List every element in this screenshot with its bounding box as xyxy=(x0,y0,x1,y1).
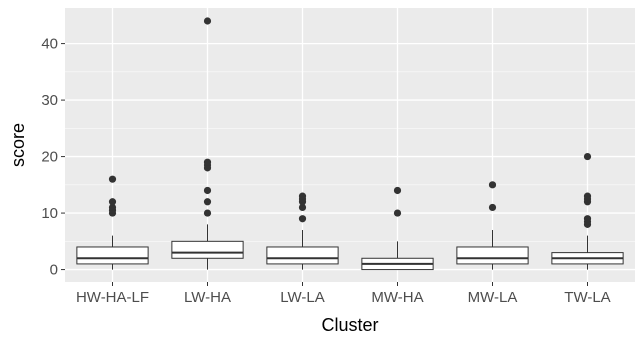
plot-panel xyxy=(65,8,635,282)
outlier-point xyxy=(203,158,212,166)
box-tw-la xyxy=(551,152,624,270)
outlier-point xyxy=(583,152,592,161)
box-mw-ha xyxy=(361,186,434,271)
minor-gridlines xyxy=(65,71,635,242)
x-tick-label: MW-HA xyxy=(371,289,423,306)
outlier-point xyxy=(583,192,592,200)
outlier-point xyxy=(298,203,307,212)
box-hw-ha-lf xyxy=(76,175,149,270)
outlier-point xyxy=(488,181,497,189)
box-mw-la xyxy=(456,181,529,270)
boxes xyxy=(76,17,624,271)
outlier-point xyxy=(203,17,212,25)
y-tick-label: 10 xyxy=(41,205,58,222)
box-body xyxy=(76,246,149,265)
box-body xyxy=(266,246,339,265)
y-axis: 0 10 20 30 40 xyxy=(41,36,65,279)
x-tick-label: HW-HA-LF xyxy=(76,289,149,306)
x-axis-title: Cluster xyxy=(321,315,378,335)
x-tick-label: LW-HA xyxy=(184,289,231,306)
outlier-point xyxy=(203,198,212,206)
outlier-point xyxy=(203,209,212,217)
x-tick-label: MW-LA xyxy=(468,289,518,306)
x-axis: HW-HA-LF LW-HA LW-LA MW-HA MW-LA TW-LA xyxy=(76,282,611,306)
y-tick-label: 40 xyxy=(41,36,58,53)
outlier-point xyxy=(488,203,497,212)
outlier-point xyxy=(108,175,117,183)
outlier-point xyxy=(298,192,307,200)
outlier-point xyxy=(203,186,212,195)
outlier-point xyxy=(393,186,402,195)
box-body xyxy=(456,246,529,265)
y-tick-label: 30 xyxy=(41,92,58,109)
box-lw-ha xyxy=(171,17,244,270)
outlier-point xyxy=(298,215,307,223)
y-tick-label: 20 xyxy=(41,149,58,166)
outlier-point xyxy=(393,209,402,217)
y-tick-label: 0 xyxy=(50,262,58,279)
box-body xyxy=(171,240,244,259)
outlier-point xyxy=(108,203,117,212)
x-tick-label: LW-LA xyxy=(280,289,324,306)
outlier-point xyxy=(108,198,117,206)
y-axis-title: score xyxy=(8,123,28,167)
outlier-point xyxy=(583,215,592,223)
x-tick-label: TW-LA xyxy=(564,289,610,306)
box-lw-la xyxy=(266,192,339,270)
